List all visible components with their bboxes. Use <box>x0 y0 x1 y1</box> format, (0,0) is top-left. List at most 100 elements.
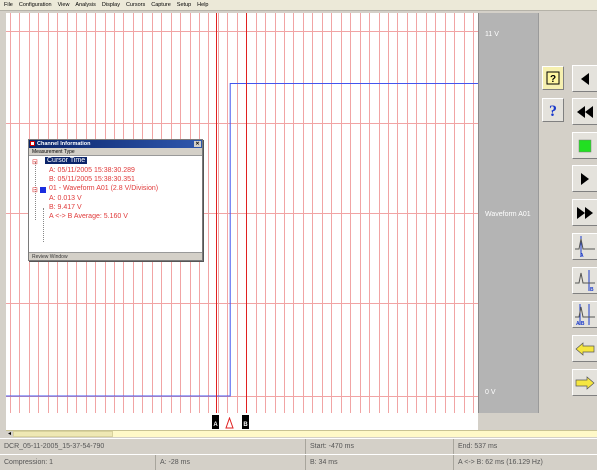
menu-setup[interactable]: Setup <box>176 1 192 8</box>
status-delta: A <-> B: 62 ms (16.129 Hz) <box>458 459 543 466</box>
fast-forward-icon[interactable] <box>572 199 597 226</box>
cursor-b-icon[interactable]: B <box>572 267 597 294</box>
scroll-left-icon[interactable]: ◂ <box>6 431 13 437</box>
grid-line-vertical <box>473 13 474 413</box>
arrow-left-icon[interactable] <box>572 335 597 362</box>
control-toolbar: ? ? A B A B <box>538 13 597 413</box>
svg-text:A: A <box>580 253 584 259</box>
close-icon[interactable]: ✕ <box>194 141 201 147</box>
dialog-footer: Review Window <box>29 252 202 260</box>
menu-help[interactable]: Help <box>197 1 209 8</box>
dialog-app-icon <box>30 141 35 146</box>
svg-text:A B: A B <box>576 321 585 327</box>
grid-line-vertical <box>435 13 436 413</box>
waveform-trace <box>6 83 478 397</box>
grid-line-vertical <box>350 13 351 413</box>
grid-line-vertical <box>331 13 332 413</box>
tree-cursor-a-time[interactable]: A: 05/11/2005 15:38:30.289 <box>49 167 135 174</box>
collapse-icon[interactable]: ⊟ <box>32 187 38 194</box>
fast-rewind-icon[interactable] <box>572 98 597 125</box>
step-left-icon[interactable] <box>572 65 597 92</box>
tree-value-a[interactable]: A: 0.013 V <box>49 195 82 202</box>
status-cursor-a: A: -28 ms <box>156 455 306 470</box>
menu-analysis[interactable]: Analysis <box>75 1 96 8</box>
status-compression: Compression: 1 <box>0 455 156 470</box>
grid-line-vertical <box>379 13 380 413</box>
grid-line-vertical <box>237 13 238 413</box>
grid-line-vertical <box>397 13 398 413</box>
tree-guide-line <box>43 208 44 242</box>
grid-line-vertical <box>407 13 408 413</box>
cursor-a-marker[interactable]: A <box>212 415 219 429</box>
tree-cursor-b-time[interactable]: B: 05/11/2005 15:38:30.351 <box>49 176 135 183</box>
channel-info-dialog[interactable]: Channel Information ✕ Measurement Type ⊟… <box>28 139 203 261</box>
grid-line-horizontal <box>6 396 478 397</box>
tree-guide-line <box>35 162 36 220</box>
cursor-ab-icon[interactable]: A B <box>572 301 597 328</box>
grid-line-vertical <box>293 13 294 413</box>
waveform-trace-layer <box>6 83 478 397</box>
menu-configuration[interactable]: Configuration <box>18 1 52 8</box>
grid-line-vertical <box>369 13 370 413</box>
grid-line-vertical <box>208 13 209 413</box>
status-end: End: 537 ms <box>458 443 498 450</box>
grid-line-vertical <box>265 13 266 413</box>
menu-file[interactable]: File <box>4 1 13 8</box>
svg-text:B: B <box>590 287 594 293</box>
triangle-icon <box>225 417 234 429</box>
time-scrollbar[interactable]: ◂ <box>6 430 597 437</box>
grid-line-vertical <box>464 13 465 413</box>
grid-line-vertical <box>284 13 285 413</box>
collapse-icon[interactable]: ⊟ <box>32 159 38 166</box>
grid-line-vertical <box>322 13 323 413</box>
cursor-a-line[interactable] <box>216 13 217 413</box>
cursor-a-marker-label: A <box>213 422 218 428</box>
tree-value-b[interactable]: B: 9.417 V <box>49 204 82 211</box>
run-green-icon[interactable] <box>572 132 597 159</box>
grid-line-vertical <box>275 13 276 413</box>
tree-average[interactable]: A <-> B Average: 5.160 V <box>49 213 128 220</box>
grid-line-vertical <box>388 13 389 413</box>
cursor-a-icon[interactable]: A <box>572 233 597 260</box>
svg-text:?: ? <box>549 103 557 119</box>
menu-capture[interactable]: Capture <box>151 1 171 8</box>
grid-line-horizontal <box>6 31 478 32</box>
play-icon[interactable] <box>572 165 597 192</box>
menu-bar: File Configuration View Analysis Display… <box>0 0 597 11</box>
scale-panel: 11 V Waveform A01 0 V <box>478 13 538 413</box>
grid-line-vertical <box>426 13 427 413</box>
grid-line-vertical <box>341 13 342 413</box>
cursor-b-marker-label: B <box>243 422 248 428</box>
status-row-2: Compression: 1 A: -28 ms B: 34 ms A <-> … <box>0 454 597 470</box>
grid-line-horizontal <box>6 123 478 124</box>
tree-node-cursor-time[interactable]: Cursor Time <box>45 157 88 164</box>
menu-display[interactable]: Display <box>101 1 120 8</box>
grid-line-horizontal <box>6 213 478 214</box>
grid-line-vertical <box>256 13 257 413</box>
dialog-title-bar[interactable]: Channel Information ✕ <box>29 140 202 148</box>
help-icon[interactable]: ? <box>542 98 564 122</box>
channel-color-swatch <box>40 187 46 193</box>
plot-gutter <box>0 13 6 413</box>
tree-node-channel[interactable]: 01 - Waveform A01 (2.8 V/Division) <box>49 185 159 192</box>
grid-line-vertical <box>10 13 11 413</box>
cursor-marker-strip: A B <box>6 413 478 430</box>
grid-line-vertical <box>445 13 446 413</box>
grid-line-vertical <box>19 13 20 413</box>
grid-line-vertical <box>416 13 417 413</box>
grid-line-horizontal <box>6 303 478 304</box>
arrow-right-icon[interactable] <box>572 369 597 396</box>
cursor-b-line[interactable] <box>246 13 247 413</box>
status-cursor-b: B: 34 ms <box>306 455 454 470</box>
menu-view[interactable]: View <box>57 1 70 8</box>
menu-cursors[interactable]: Cursors <box>125 1 146 8</box>
help-question-icon[interactable]: ? <box>542 66 564 90</box>
grid-line-vertical <box>454 13 455 413</box>
status-row-1: DCR_05-11-2005_15-37-54-790 Start: -470 … <box>0 438 597 454</box>
svg-text:?: ? <box>550 74 556 85</box>
grid-line-vertical <box>312 13 313 413</box>
dialog-column-header: Measurement Type <box>29 148 202 156</box>
cursor-b-marker[interactable]: B <box>242 415 249 429</box>
scroll-thumb[interactable] <box>13 431 113 437</box>
dialog-title: Channel Information <box>37 141 91 147</box>
